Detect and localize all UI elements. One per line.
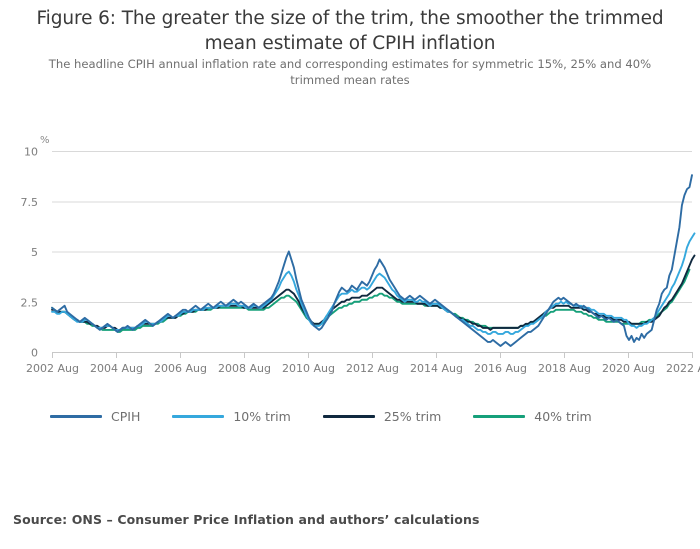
chart-legend: CPIH 10% trim 25% trim 40% trim [50,404,650,428]
y-tick-label: 10 [24,146,38,159]
y-tick-label: 2.5 [21,296,39,309]
line-chart: % 0 2.5 5 7.5 10 2002 Aug 2004 Aug 2006 Aug 2008 … [21,135,700,375]
y-tick-label: 0 [31,347,38,360]
legend-item[interactable]: 25% trim [322,408,442,424]
x-tick-label: 2004 Aug [90,362,143,375]
x-tick-label: 2002 Aug [26,362,79,375]
x-tick-label: 2006 Aug [154,362,207,375]
y-tick-label: 5 [31,246,38,259]
y-tick-label: 7.5 [21,196,39,209]
legend-label: 40% trim [534,408,592,424]
y-axis-unit-label: % [40,135,50,146]
legend-swatch-icon [50,414,102,418]
legend-item[interactable]: CPIH [50,409,140,424]
legend-swatch-icon [322,414,375,418]
x-tick-label: 2012 Aug [346,362,399,375]
legend-swatch-icon [172,414,225,418]
series-line-40-trim [51,268,691,333]
figure-title: Figure 6: The greater the size of the tr… [36,8,664,54]
source-note: Source: ONS – Consumer Price Inflation a… [13,512,480,527]
legend-item[interactable]: 40% trim [473,408,592,424]
legend-label: 25% trim [383,408,442,424]
legend-item[interactable]: 10% trim [172,408,291,424]
series-line-cpih [51,174,693,347]
figure-subtitle: The headline CPIH annual inflation rate … [48,57,652,87]
legend-label: 10% trim [233,408,291,424]
plot-area: % 0 2.5 5 7.5 10 2002 Aug 2004 Aug 2006 Aug 2008 … [0,120,700,380]
x-tick-label: 2020 Aug [602,362,655,375]
x-tick-label: 2008 Aug [218,362,271,375]
x-tick-label: 2016 Aug [474,362,527,375]
x-tick-label: 2018 Aug [538,362,591,375]
x-tick-label: 2010 Aug [282,362,335,375]
x-tick-label: 2014 Aug [410,362,463,375]
legend-swatch-icon [473,414,526,418]
x-tick-label: 2022 Aug [666,362,700,375]
legend-label: CPIH [111,408,141,424]
